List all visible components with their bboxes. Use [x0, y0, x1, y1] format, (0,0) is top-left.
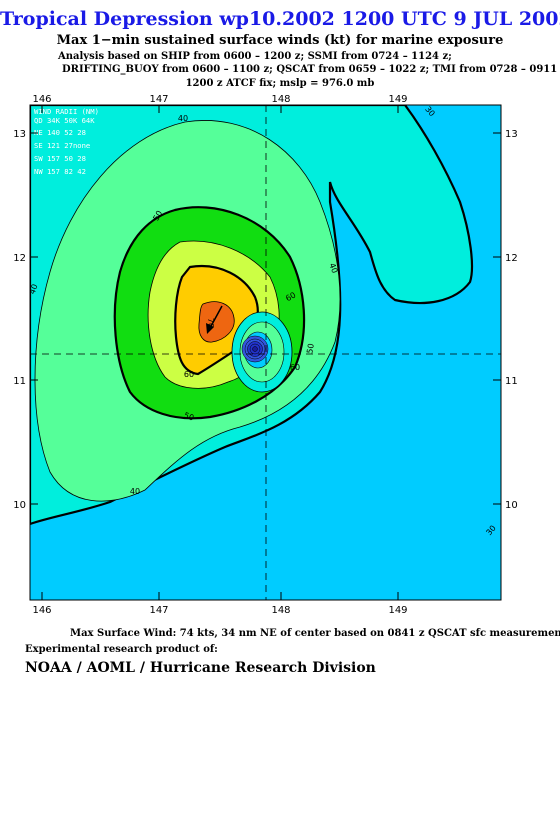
x-tick-label-top: 146: [32, 94, 51, 105]
axis-ticks: 146 146 147 147 148 148 149 149 13 13 12 12 11 11 10 10: [13, 94, 517, 616]
y-tick-label-left: 10: [13, 500, 26, 511]
contour-label: 40: [130, 487, 140, 496]
contour-label: 60: [184, 370, 194, 379]
contour-label: 40: [28, 283, 40, 296]
contour-label: 70: [206, 318, 215, 328]
analysis-sources-line-2: DRIFTING_BUOY from 0600 – 1100 z; QSCAT …: [62, 64, 560, 75]
y-tick-label-right: 12: [505, 253, 518, 264]
wind-radii-table: WIND RADII (NM) QD 34K 50K 64K NE 140 52…: [34, 107, 99, 176]
wind-radii-row: NE 140 52 28: [34, 128, 86, 137]
x-tick-label-bottom: 149: [388, 605, 407, 616]
map-frame: [29, 104, 502, 601]
x-tick-label-bottom: 146: [32, 605, 51, 616]
contour-label: 60: [290, 363, 300, 372]
contour-label: 50: [151, 209, 164, 222]
wind-radii-row: NW 157 82 42: [34, 167, 86, 176]
analysis-fix-line: 1200 z ATCF fix; mslp = 976.0 mb: [185, 78, 375, 89]
wind-field: [30, 105, 501, 600]
y-tick-label-right: 13: [505, 129, 518, 140]
contour-label: 40: [327, 262, 339, 275]
y-tick-label-left: 12: [13, 253, 26, 264]
contour-label: 50: [183, 411, 196, 423]
x-tick-label-bottom: 148: [271, 605, 290, 616]
storm-motion-arrow: [206, 305, 223, 334]
wind-radii-columns: QD 34K 50K 64K: [34, 116, 95, 125]
y-tick-label-left: 13: [13, 129, 26, 140]
max-wind-statement: Max Surface Wind: 74 kts, 34 nm NE of ce…: [70, 628, 560, 639]
map-title: Tropical Depression wp10.2002 1200 UTC 9…: [0, 8, 560, 30]
map-subtitle: Max 1−min sustained surface winds (kt) f…: [56, 33, 504, 48]
storm-eye: [241, 335, 269, 363]
wind-radii-row: SW 157 50 28: [34, 154, 86, 163]
contour-label: 50: [305, 343, 316, 355]
organization-name: NOAA / AOML / Hurricane Research Divisio…: [25, 660, 376, 676]
x-tick-label-top: 148: [271, 94, 290, 105]
y-tick-label-left: 11: [13, 376, 26, 387]
contour-label: 40: [178, 114, 188, 123]
x-tick-label-bottom: 147: [149, 605, 168, 616]
y-tick-label-right: 10: [505, 500, 518, 511]
x-tick-label-top: 149: [388, 94, 407, 105]
x-tick-label-top: 147: [149, 94, 168, 105]
wind-radii-header: WIND RADII (NM): [34, 107, 99, 116]
product-credit: Experimental research product of:: [25, 644, 218, 655]
y-tick-label-right: 11: [505, 376, 518, 387]
wind-radii-row: SE 121 27none: [34, 141, 90, 150]
contour-label: 60: [284, 290, 297, 303]
analysis-sources-line-1: Analysis based on SHIP from 0600 – 1200 …: [58, 51, 452, 62]
